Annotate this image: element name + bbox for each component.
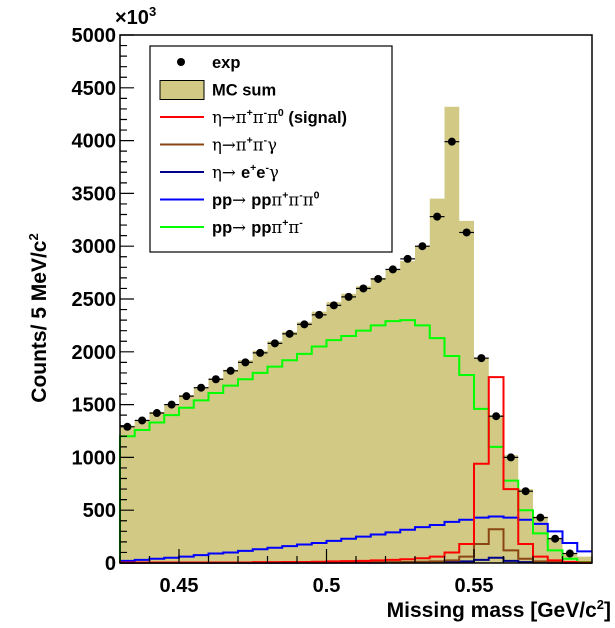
exp-point: [400, 254, 415, 263]
exp-points-layer: [120, 137, 578, 558]
y-multiplier-base: ×10: [115, 7, 149, 29]
y-tick-label: 1500: [72, 395, 117, 417]
exp-point: [238, 358, 253, 367]
exp-point: [562, 549, 578, 558]
exp-point: [341, 292, 356, 301]
x-axis-title-sup: 2: [597, 597, 604, 612]
y-axis-title-text: Counts/ 5 MeV/c: [28, 240, 51, 403]
y-axis-title-sup: 2: [26, 233, 41, 240]
y-tick-label: 2500: [72, 289, 117, 311]
legend-entry-pp-pi3: pp→ ppπ+π-π0: [160, 190, 320, 210]
x-tick-label: 0.45: [160, 575, 199, 597]
legend-entry-mc-sum: MC sum: [159, 80, 276, 100]
x-axis-title: Missing mass [GeV/c2]: [387, 597, 611, 622]
legend-entry-pp-pi2: pp→ ppπ+π-: [160, 217, 303, 237]
y-axis-multiplier: ×103: [115, 4, 156, 29]
x-axis-title-text: Missing mass [GeV/c: [387, 599, 597, 622]
tick-marks: [119, 34, 593, 564]
legend-label: MC sum: [212, 82, 276, 100]
y-tick-label: 1000: [72, 447, 117, 469]
exp-point: [459, 228, 474, 237]
exp-point: [267, 339, 283, 348]
exp-point: [356, 284, 371, 293]
exp-point: [533, 513, 548, 522]
axis-tick-labels: 0 500 1000 1500 2000 2500 3000 3500 4000 4500 5000…: [72, 25, 494, 597]
exp-point: [120, 422, 135, 431]
exp-point: [149, 409, 165, 418]
exp-point: [518, 487, 533, 496]
exp-point: [164, 400, 179, 409]
legend-label: pp→ ppπ+π-: [212, 217, 303, 237]
x-tick-label: 0.55: [455, 575, 494, 597]
legend-label: η→π+π-γ: [212, 135, 277, 155]
axis-ticks: [119, 34, 593, 564]
exp-point: [326, 301, 342, 310]
x-tick-label: 0.5: [313, 575, 341, 597]
legend-label: exp: [212, 54, 240, 72]
exp-point: [208, 375, 224, 384]
exp-point: [282, 329, 297, 338]
y-tick-label: 4000: [72, 131, 117, 153]
legend-label: η→π+π-π0 (signal): [212, 107, 347, 127]
legend-swatch: [159, 80, 205, 100]
exp-point: [429, 212, 445, 221]
y-tick-label: 0: [105, 553, 116, 575]
y-tick-label: 3500: [72, 183, 117, 205]
exp-point: [179, 392, 194, 401]
exp-point: [134, 416, 150, 425]
legend: exp MC sum η→π+π-π0 (signal) η→π+π-γ η→ e+e-…: [149, 45, 393, 253]
legend-entry-signal: η→π+π-π0 (signal): [160, 107, 347, 127]
exp-point: [370, 274, 386, 283]
exp-point: [311, 310, 327, 319]
exp-point: [297, 320, 312, 329]
x-axis-title-end: ]: [604, 599, 611, 622]
legend-entry-eta-eeg: η→ e+e-γ: [160, 162, 279, 182]
line-pp-pi3: [119, 515, 592, 563]
exp-point: [474, 354, 489, 363]
exp-point: [547, 534, 563, 543]
exp-point: [385, 265, 401, 274]
legend-label: η→ e+e-γ: [212, 162, 279, 182]
exp-point: [488, 412, 504, 421]
y-tick-label: 4500: [72, 78, 117, 100]
exp-point: [444, 137, 460, 146]
exp-point: [193, 383, 209, 392]
y-multiplier-exponent: 3: [149, 4, 156, 19]
y-axis-title: Counts/ 5 MeV/c2: [26, 233, 51, 402]
legend-entry-exp: exp: [177, 54, 240, 72]
exp-point: [503, 453, 519, 462]
legend-marker: [177, 58, 185, 66]
legend-entry-eta-pipig: η→π+π-γ: [160, 135, 277, 155]
y-tick-label: 3000: [72, 236, 117, 258]
y-tick-label: 500: [83, 500, 116, 522]
exp-point: [415, 242, 430, 251]
exp-point: [252, 348, 268, 357]
legend-label: pp→ ppπ+π-π0: [212, 190, 320, 210]
exp-point: [223, 366, 238, 375]
y-tick-label: 5000: [72, 25, 117, 47]
line-pp-pi2: [119, 319, 592, 563]
y-tick-label: 2000: [72, 342, 117, 364]
